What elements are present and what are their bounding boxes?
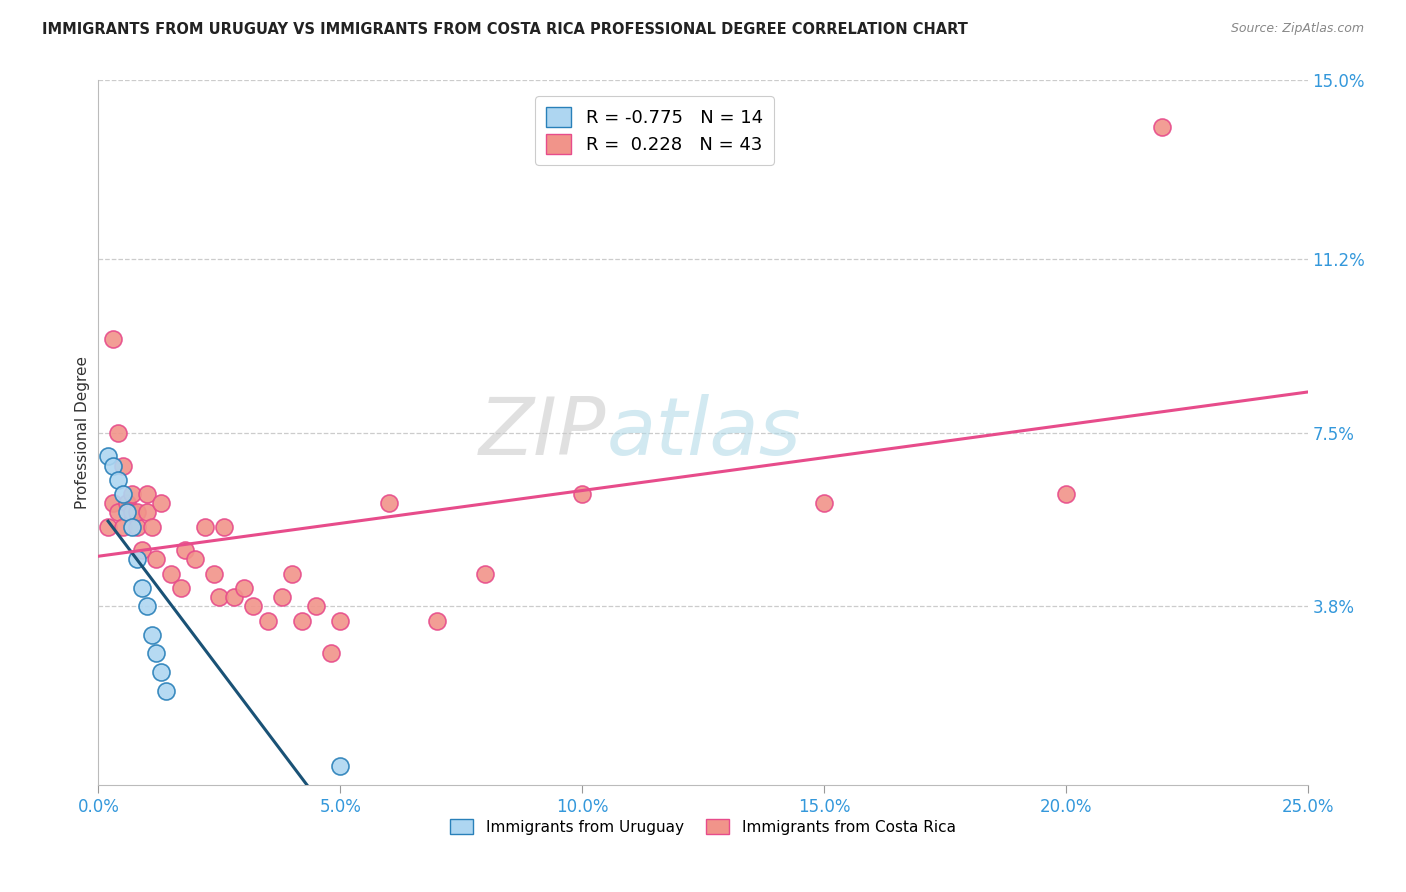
Point xyxy=(174,543,197,558)
Point xyxy=(1054,486,1077,500)
Point xyxy=(145,647,167,661)
Point xyxy=(329,759,352,773)
Point xyxy=(194,519,217,533)
Point xyxy=(184,552,207,566)
Point xyxy=(377,496,399,510)
Point xyxy=(135,599,157,614)
Point xyxy=(329,614,352,628)
Point xyxy=(135,486,157,500)
Point xyxy=(111,486,134,500)
Point xyxy=(121,519,143,533)
Legend: Immigrants from Uruguay, Immigrants from Costa Rica: Immigrants from Uruguay, Immigrants from… xyxy=(444,813,962,841)
Point xyxy=(150,665,173,680)
Point xyxy=(111,458,134,473)
Point xyxy=(101,496,124,510)
Point xyxy=(426,614,449,628)
Point xyxy=(212,519,235,533)
Y-axis label: Professional Degree: Professional Degree xyxy=(75,356,90,509)
Point xyxy=(160,566,183,581)
Point xyxy=(141,627,163,641)
Point xyxy=(271,590,294,604)
Point xyxy=(319,647,342,661)
Point xyxy=(135,506,157,520)
Point xyxy=(141,519,163,533)
Point xyxy=(222,590,245,604)
Point xyxy=(571,486,593,500)
Point xyxy=(97,449,120,463)
Point xyxy=(97,519,120,533)
Point xyxy=(1152,120,1174,135)
Point xyxy=(121,506,143,520)
Point xyxy=(208,590,231,604)
Text: atlas: atlas xyxy=(606,393,801,472)
Point xyxy=(813,496,835,510)
Point xyxy=(242,599,264,614)
Text: ZIP: ZIP xyxy=(479,393,606,472)
Point xyxy=(107,473,129,487)
Point xyxy=(131,543,153,558)
Point xyxy=(256,614,278,628)
Point xyxy=(131,581,153,595)
Point xyxy=(204,566,226,581)
Point xyxy=(290,614,312,628)
Point xyxy=(155,684,177,698)
Point xyxy=(150,496,173,510)
Text: IMMIGRANTS FROM URUGUAY VS IMMIGRANTS FROM COSTA RICA PROFESSIONAL DEGREE CORREL: IMMIGRANTS FROM URUGUAY VS IMMIGRANTS FR… xyxy=(42,22,969,37)
Point xyxy=(127,519,149,533)
Text: Source: ZipAtlas.com: Source: ZipAtlas.com xyxy=(1230,22,1364,36)
Point xyxy=(127,506,149,520)
Point xyxy=(232,581,254,595)
Point xyxy=(127,552,149,566)
Point xyxy=(117,496,139,510)
Point xyxy=(117,506,139,520)
Point xyxy=(121,486,143,500)
Point xyxy=(281,566,304,581)
Point xyxy=(111,519,134,533)
Point xyxy=(101,458,124,473)
Point xyxy=(145,552,167,566)
Point xyxy=(474,566,496,581)
Point xyxy=(169,581,191,595)
Point xyxy=(305,599,328,614)
Point xyxy=(107,506,129,520)
Point xyxy=(107,425,129,440)
Point xyxy=(101,332,124,346)
